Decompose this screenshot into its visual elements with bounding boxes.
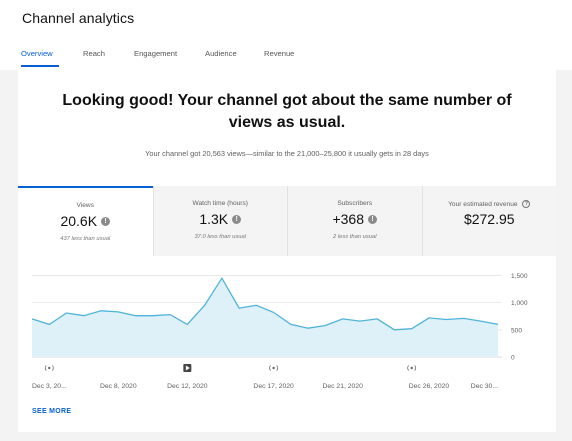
x-tick-label: Dec 17, 2020 [253,383,294,390]
metric-value: 20.6K [60,213,98,229]
metric-value-row: 20.6K ! [18,213,153,229]
live-stream-icon [272,366,275,370]
y-tick-label: 1,500 [511,273,528,280]
tab-reach[interactable]: Reach [83,49,105,58]
see-more-link[interactable]: SEE MORE [32,408,72,415]
x-tick-label: Dec 8, 2020 [100,383,137,390]
views-chart[interactable]: 1,500 1,000 500 0 Dec 3, 20... Dec 8, 2020 Dec… [18,270,556,410]
y-tick-label: 500 [511,327,522,334]
metric-revenue[interactable]: Your estimated revenue ? $272.95 [421,186,557,256]
info-icon[interactable]: ! [232,214,242,224]
live-stream-icon [410,366,413,370]
metric-label: Watch time (hours) [192,200,248,207]
tab-audience[interactable]: Audience [205,49,237,58]
live-wave-left [269,365,271,371]
live-wave-right [276,365,279,371]
summary-subline: Your channel got 20,563 views—similar to… [145,149,429,158]
metric-value: $272.95 [463,211,515,227]
x-tick-label: Dec 21, 2020 [322,383,363,390]
metric-cards: Views 20.6K ! 437 less than usual Watch … [18,186,556,256]
x-tick-label: Dec 26, 2020 [409,383,450,390]
help-icon[interactable]: ? [522,200,531,208]
metric-label: Your estimated revenue [448,200,518,208]
metric-subscribers[interactable]: Subscribers +368 ! 2 less than usual [287,186,422,256]
play-glyph [185,365,190,371]
headline-line-1: Looking good! Your channel got about the… [62,92,512,109]
metric-comparison: 2 less than usual [332,234,377,240]
tab-overview[interactable]: Overview [21,49,53,58]
y-tick-label: 0 [511,355,515,362]
live-wave-left [44,365,47,371]
headline-line-2: views as usual. [228,114,346,131]
series-area [32,278,498,357]
live-wave-right [414,365,417,371]
metric-label-row: Your estimated revenue ? [423,200,557,208]
info-icon[interactable]: ! [101,216,111,226]
metric-label: Views [76,202,94,209]
overview-card: Looking good! Your channel got about the… [18,70,556,432]
metric-views[interactable]: Views 20.6K ! 437 less than usual [18,186,153,256]
live-wave-right [51,365,54,371]
metric-comparison: 437 less than usual [60,236,111,242]
metric-watch-time[interactable]: Watch time (hours) 1.3K ! 37.0 less than… [152,186,288,256]
series-line [31,276,499,331]
metric-value: 1.3K [199,211,229,227]
metric-comparison: 37.0 less than usual [194,234,247,240]
metric-value: +368 [332,211,365,227]
y-tick-label: 1,000 [511,300,528,307]
tab-revenue[interactable]: Revenue [264,49,295,58]
x-tick-label: Dec 30... [471,383,498,390]
metric-value-row: +368 ! [288,211,422,227]
x-tick-label: Dec 12, 2020 [167,383,208,390]
tab-engagement[interactable]: Engagement [134,49,178,58]
info-icon[interactable]: ! [368,214,378,224]
live-stream-icon [48,366,51,370]
metric-value-row: $272.95 [423,211,557,227]
page-title: Channel analytics [22,10,135,26]
active-tab-indicator [21,65,59,67]
x-tick-label: Dec 3, 20... [32,383,67,390]
tab-bar: Overview Reach Engagement Audience Reven… [0,46,572,70]
live-wave-left [407,365,410,371]
metric-value-row: 1.3K ! [154,211,288,227]
metric-label: Subscribers [337,200,373,207]
page-header: Channel analytics Overview Reach Engagem… [0,0,572,70]
summary-headline: Looking good! Your channel got about the… [18,90,556,134]
